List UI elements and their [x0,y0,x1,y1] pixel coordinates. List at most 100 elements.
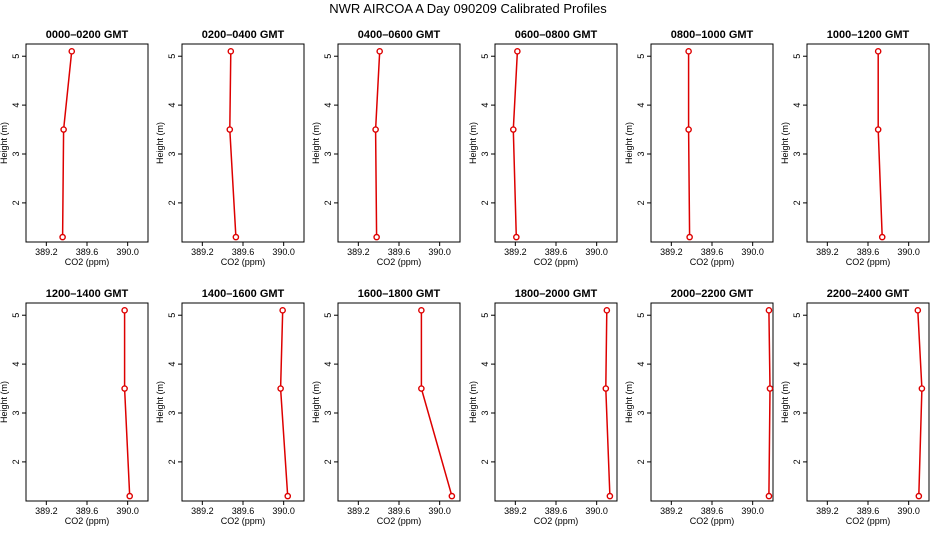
profile-panel-2: 0200–0400 GMT 389.2 389.6 390.0 2 3 4 5 CO2 (ppm… [155,29,305,267]
x-tick-label: 389.6 [857,506,880,516]
y-tick-label: 3 [636,151,646,156]
data-point [509,126,517,133]
data-point [279,307,286,314]
data-point [513,233,520,241]
y-tick-label: 3 [480,410,490,415]
plot-frame [25,302,149,502]
y-tick-label: 3 [636,410,646,415]
data-point [232,233,240,241]
plot-frame [806,302,930,502]
y-tick-label: 5 [636,54,646,59]
data-point [121,307,128,314]
plot-frame [337,43,461,243]
data-point [418,307,425,314]
x-axis-label: CO2 (ppm) [377,257,422,267]
panel-title: 1800–2000 GMT [515,288,598,300]
panel-title: 0400–0600 GMT [358,29,441,41]
data-point [373,233,380,241]
y-tick-label: 2 [792,459,802,464]
x-tick-label: 389.6 [857,247,880,257]
y-tick-label: 4 [167,362,177,367]
data-point [766,385,774,392]
x-tick-label: 389.6 [701,506,724,516]
x-tick-label: 389.2 [816,247,839,257]
plot-frame [650,43,774,243]
y-tick-label: 3 [11,151,21,156]
x-tick-label: 390.0 [585,247,608,257]
data-point [59,233,66,241]
x-tick-label: 390.0 [741,506,764,516]
y-axis-label: Height (m) [624,381,634,423]
data-point [60,126,67,133]
profile-panel-9: 1600–1800 GMT 389.2 389.6 390.0 2 3 4 5 CO2 (ppm… [311,288,461,526]
panel-title: 0200–0400 GMT [202,29,285,41]
x-tick-label: 390.0 [428,506,451,516]
x-tick-label: 390.0 [428,247,451,257]
data-point [686,233,693,241]
y-tick-label: 2 [167,459,177,464]
panel-title: 0600–0800 GMT [515,29,598,41]
x-tick-label: 389.2 [191,247,214,257]
profile-line [229,51,237,238]
y-tick-label: 5 [167,54,177,59]
data-point [874,48,882,55]
y-axis-label: Height (m) [311,381,321,423]
y-tick-label: 5 [11,313,21,318]
y-tick-label: 3 [11,410,21,415]
data-point [765,307,773,314]
y-tick-label: 2 [323,200,333,205]
y-tick-label: 5 [792,313,802,318]
profile-panel-3: 0400–0600 GMT 389.2 389.6 390.0 2 3 4 5 CO2 (ppm… [311,29,461,267]
y-tick-label: 2 [323,459,333,464]
x-tick-label: 390.0 [897,506,920,516]
x-axis-label: CO2 (ppm) [690,516,735,526]
y-tick-label: 5 [323,313,333,318]
y-tick-label: 4 [11,103,21,108]
x-tick-label: 389.6 [545,247,568,257]
data-point [914,307,922,314]
x-tick-label: 389.2 [660,247,683,257]
y-tick-label: 3 [167,151,177,156]
profile-panel-12: 2200–2400 GMT 389.2 389.6 390.0 2 3 4 5 CO2 (ppm… [780,288,930,526]
y-tick-label: 3 [323,410,333,415]
data-point [765,492,773,500]
y-tick-label: 3 [480,151,490,156]
y-axis-label: Height (m) [468,381,478,423]
x-tick-label: 390.0 [116,506,139,516]
y-axis-label: Height (m) [468,122,478,164]
panel-title: 1600–1800 GMT [358,288,441,300]
y-tick-label: 3 [792,151,802,156]
data-point [284,492,292,500]
y-tick-label: 4 [480,103,490,108]
x-tick-label: 389.6 [388,506,411,516]
y-axis-label: Height (m) [780,381,790,423]
profile-panel-11: 2000–2200 GMT 389.2 389.6 390.0 2 3 4 5 CO2 (ppm… [624,288,774,526]
y-tick-label: 5 [636,313,646,318]
x-tick-label: 390.0 [116,247,139,257]
x-tick-label: 389.6 [388,247,411,257]
plot-frame [650,302,774,502]
x-tick-label: 389.6 [76,247,99,257]
x-tick-label: 389.2 [660,506,683,516]
profile-panel-7: 1200–1400 GMT 389.2 389.6 390.0 2 3 4 5 CO2 (ppm… [0,288,149,526]
panel-title: 1200–1400 GMT [46,288,129,300]
data-point [874,126,882,133]
y-tick-label: 5 [480,54,490,59]
data-point [226,126,234,133]
y-tick-label: 2 [636,200,646,205]
x-tick-label: 390.0 [272,506,295,516]
y-tick-label: 3 [323,151,333,156]
panel-title: 1000–1200 GMT [827,29,910,41]
data-point [603,307,611,314]
x-tick-label: 390.0 [585,506,608,516]
y-tick-label: 4 [323,362,333,367]
profile-line [877,51,883,238]
profile-line [374,51,381,238]
panel-title: 2000–2200 GMT [671,288,754,300]
profile-line [279,310,289,497]
profile-line [61,51,73,238]
x-tick-label: 389.2 [504,247,527,257]
plot-frame [181,43,305,243]
data-point [121,385,128,392]
